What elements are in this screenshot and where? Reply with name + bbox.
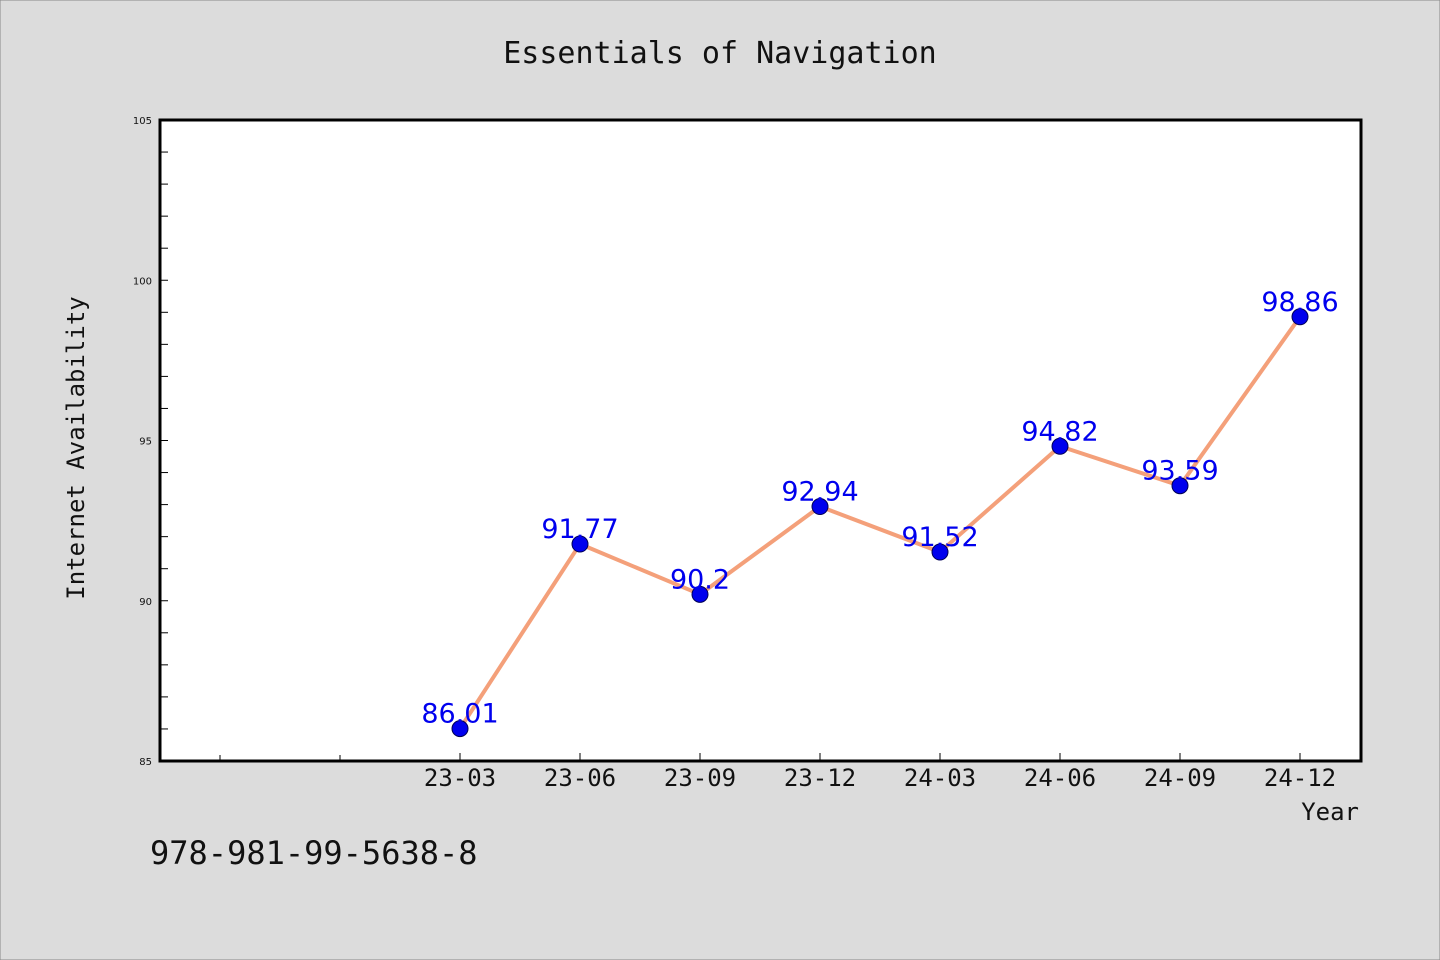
y-tick-label-3: 100	[133, 276, 152, 287]
y-tick-label-1: 90	[139, 597, 152, 608]
data-label-7: 98.86	[1261, 287, 1338, 318]
data-point-0	[451, 720, 469, 738]
data-label-0: 86.01	[421, 699, 498, 730]
y-tick-label-0: 85	[139, 757, 152, 768]
data-point-1	[571, 535, 589, 553]
data-label-1: 91.77	[541, 514, 618, 545]
x-axis-ticks: 23-03 23-06 23-09 23-12 24-03 24-06 24-09 24-12	[219, 753, 1336, 792]
plot-frame	[158, 118, 1363, 763]
x-tick-label-2: 23-09	[664, 764, 736, 792]
x-tick-label-7: 24-12	[1264, 764, 1336, 792]
data-point-2	[691, 585, 709, 603]
data-markers	[451, 308, 1309, 738]
data-point-5	[1051, 437, 1069, 455]
x-tick-label-5: 24-06	[1024, 764, 1096, 792]
chart-title: Essentials of Navigation	[503, 36, 936, 71]
x-tick-label-1: 23-06	[544, 764, 616, 792]
isbn-annotation: 978-981-99-5638-8	[150, 834, 478, 872]
data-label-5: 94.82	[1021, 416, 1098, 447]
x-tick-label-0: 23-03	[424, 764, 496, 792]
data-label-3: 92.94	[781, 477, 858, 508]
data-label-2: 90.2	[670, 564, 730, 595]
x-tick-label-4: 24-03	[904, 764, 976, 792]
y-axis-label: Internet Availability	[62, 296, 90, 599]
plot-area	[160, 120, 1361, 761]
data-point-7	[1291, 308, 1309, 326]
data-point-4	[931, 543, 949, 561]
data-point-6	[1171, 477, 1189, 495]
y-tick-label-4: 105	[133, 116, 152, 127]
data-point-3	[811, 498, 829, 516]
data-label-4: 91.52	[901, 522, 978, 553]
data-label-6: 93.59	[1141, 456, 1218, 487]
x-tick-label-6: 24-09	[1144, 764, 1216, 792]
x-tick-label-3: 23-12	[784, 764, 856, 792]
data-labels: 86.01 91.77 90.2 92.94 91.52 94.82 93.59 98.86	[421, 287, 1338, 730]
y-tick-label-2: 95	[139, 437, 152, 448]
x-axis-label: Year	[1301, 798, 1359, 826]
series-line	[458, 315, 1302, 730]
